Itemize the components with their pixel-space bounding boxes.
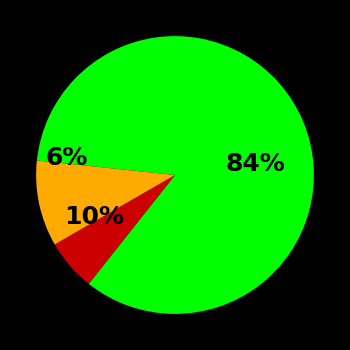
Wedge shape — [37, 36, 314, 314]
Text: 10%: 10% — [64, 205, 125, 229]
Wedge shape — [36, 161, 175, 244]
Text: 84%: 84% — [226, 152, 286, 176]
Wedge shape — [55, 175, 175, 284]
Text: 6%: 6% — [46, 146, 88, 170]
